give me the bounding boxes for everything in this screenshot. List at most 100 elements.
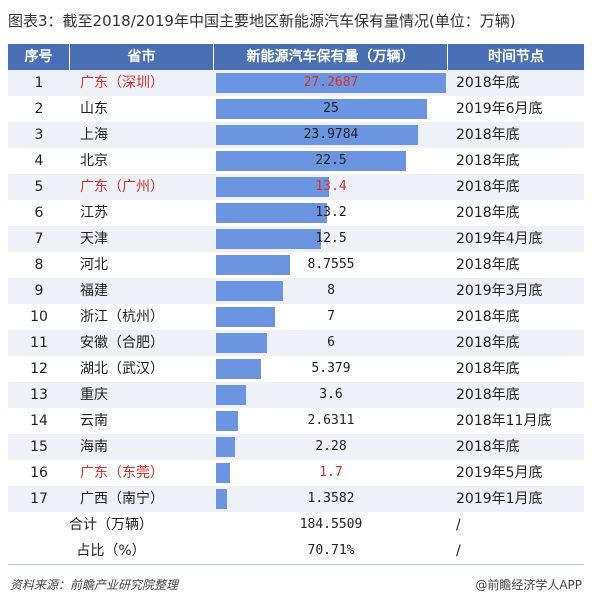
value-bar	[216, 177, 330, 197]
total-value: 184.5509	[299, 517, 363, 532]
table-row: 7 天津 12.5 2019年4月底	[8, 226, 584, 252]
row-value-cell: 8.7555	[214, 252, 448, 278]
row-index: 3	[34, 127, 44, 143]
table-row: 9 福建 8 2019年3月底	[8, 278, 584, 304]
row-time: 2018年底	[456, 127, 520, 143]
row-time: 2018年底	[456, 153, 520, 169]
table-row: 1 广东（深圳） 27.2687 2018年底	[8, 70, 584, 96]
total-row: 合计（万辆） 184.5509 /	[8, 512, 584, 538]
row-region: 广东（深圳）	[80, 75, 164, 91]
table-row: 4 北京 22.5 2018年底	[8, 148, 584, 174]
row-value-cell: 2.28	[214, 434, 448, 460]
row-value-cell: 6	[214, 330, 448, 356]
row-time: 2019年4月底	[456, 231, 543, 247]
table-row: 11 安徽（合肥） 6 2018年底	[8, 330, 584, 356]
row-index: 14	[30, 413, 48, 429]
table-row: 6 江苏 13.2 2018年底	[8, 200, 584, 226]
table-body: 1 广东（深圳） 27.2687 2018年底 2 山东 25 2019年6月底 3 上海 23.9…	[8, 70, 584, 512]
row-region: 云南	[80, 413, 108, 429]
table-row: 3 上海 23.9784 2018年底	[8, 122, 584, 148]
row-index: 15	[30, 439, 48, 455]
row-time: 2018年底	[456, 179, 520, 195]
row-value-cell: 5.379	[214, 356, 448, 382]
share-row: 占比（%） 70.71% /	[8, 538, 584, 564]
row-time: 2018年底	[456, 309, 520, 325]
value-bar	[216, 203, 328, 223]
row-time: 2018年底	[456, 257, 520, 273]
row-index: 17	[30, 491, 48, 507]
row-region: 上海	[80, 127, 108, 143]
row-value: 1.7	[319, 465, 343, 480]
table-row: 14 云南 2.6311 2018年11月底	[8, 408, 584, 434]
value-bar	[216, 151, 406, 171]
value-bar	[216, 463, 231, 483]
row-time: 2018年11月底	[456, 413, 552, 429]
row-index: 4	[34, 153, 44, 169]
row-value-cell: 13.4	[214, 174, 448, 200]
value-bar	[216, 333, 267, 353]
table-row: 15 海南 2.28 2018年底	[8, 434, 584, 460]
value-bar	[216, 73, 446, 93]
value-bar	[216, 307, 276, 327]
row-region: 广东（东莞）	[80, 465, 164, 481]
row-time: 2018年底	[456, 387, 520, 403]
row-value: 7	[327, 309, 335, 324]
header-index: 序号	[8, 44, 70, 70]
row-time: 2019年6月底	[456, 101, 543, 117]
row-region: 湖北（武汉）	[80, 361, 164, 377]
row-region: 河北	[80, 257, 108, 273]
row-index: 16	[30, 465, 48, 481]
header-value: 新能源汽车保有量（万辆）	[214, 44, 448, 70]
row-value-cell: 12.5	[214, 226, 448, 252]
header-time: 时间节点	[488, 49, 544, 65]
row-index: 11	[30, 335, 48, 351]
row-index: 1	[34, 75, 44, 91]
row-time: 2018年底	[456, 439, 520, 455]
share-time: /	[456, 543, 461, 559]
row-value: 5.379	[311, 361, 351, 376]
table-row: 17 广西（南宁） 1.3582 2019年1月底	[8, 486, 584, 512]
table-row: 5 广东（广州） 13.4 2018年底	[8, 174, 584, 200]
row-region: 北京	[80, 153, 108, 169]
row-time: 2019年3月底	[456, 283, 543, 299]
value-bar	[216, 229, 322, 249]
table-row: 10 浙江（杭州） 7 2018年底	[8, 304, 584, 330]
row-value: 23.9784	[303, 127, 359, 142]
value-bar	[216, 489, 228, 509]
row-value: 1.3582	[307, 491, 355, 506]
row-time: 2018年底	[456, 335, 520, 351]
row-region: 福建	[80, 283, 108, 299]
row-region: 安徽（合肥）	[80, 335, 164, 351]
row-value: 27.2687	[303, 75, 359, 90]
value-bar	[216, 99, 427, 119]
share-label: 占比（%）	[76, 543, 146, 559]
value-bar	[216, 359, 262, 379]
row-index: 8	[34, 257, 44, 273]
row-value: 3.6	[319, 387, 343, 402]
row-value-cell: 7	[214, 304, 448, 330]
row-value-cell: 3.6	[214, 382, 448, 408]
row-index: 7	[34, 231, 44, 247]
row-region: 浙江（杭州）	[80, 309, 164, 325]
row-value: 2.6311	[307, 413, 355, 428]
value-bar	[216, 281, 284, 301]
table-header: 序号 省市 新能源汽车保有量（万辆） 时间节点	[8, 44, 584, 70]
share-value: 70.71%	[307, 543, 355, 558]
row-index: 9	[34, 283, 44, 299]
row-region: 重庆	[80, 387, 108, 403]
row-value-cell: 13.2	[214, 200, 448, 226]
total-time: /	[456, 517, 461, 533]
row-index: 2	[34, 101, 44, 117]
value-bar	[216, 385, 247, 405]
row-value: 2.28	[315, 439, 347, 454]
value-bar	[216, 125, 419, 145]
row-value-cell: 27.2687	[214, 70, 448, 96]
row-index: 12	[30, 361, 48, 377]
chart-title: 图表3：截至2018/2019年中国主要地区新能源汽车保有量情况(单位：万辆)	[8, 12, 516, 30]
table-row: 8 河北 8.7555 2018年底	[8, 252, 584, 278]
row-index: 10	[30, 309, 48, 325]
row-value-cell: 8	[214, 278, 448, 304]
row-time: 2018年底	[456, 205, 520, 221]
row-value-cell: 1.7	[214, 460, 448, 486]
brand-label: @前瞻经济学人APP	[475, 578, 582, 592]
